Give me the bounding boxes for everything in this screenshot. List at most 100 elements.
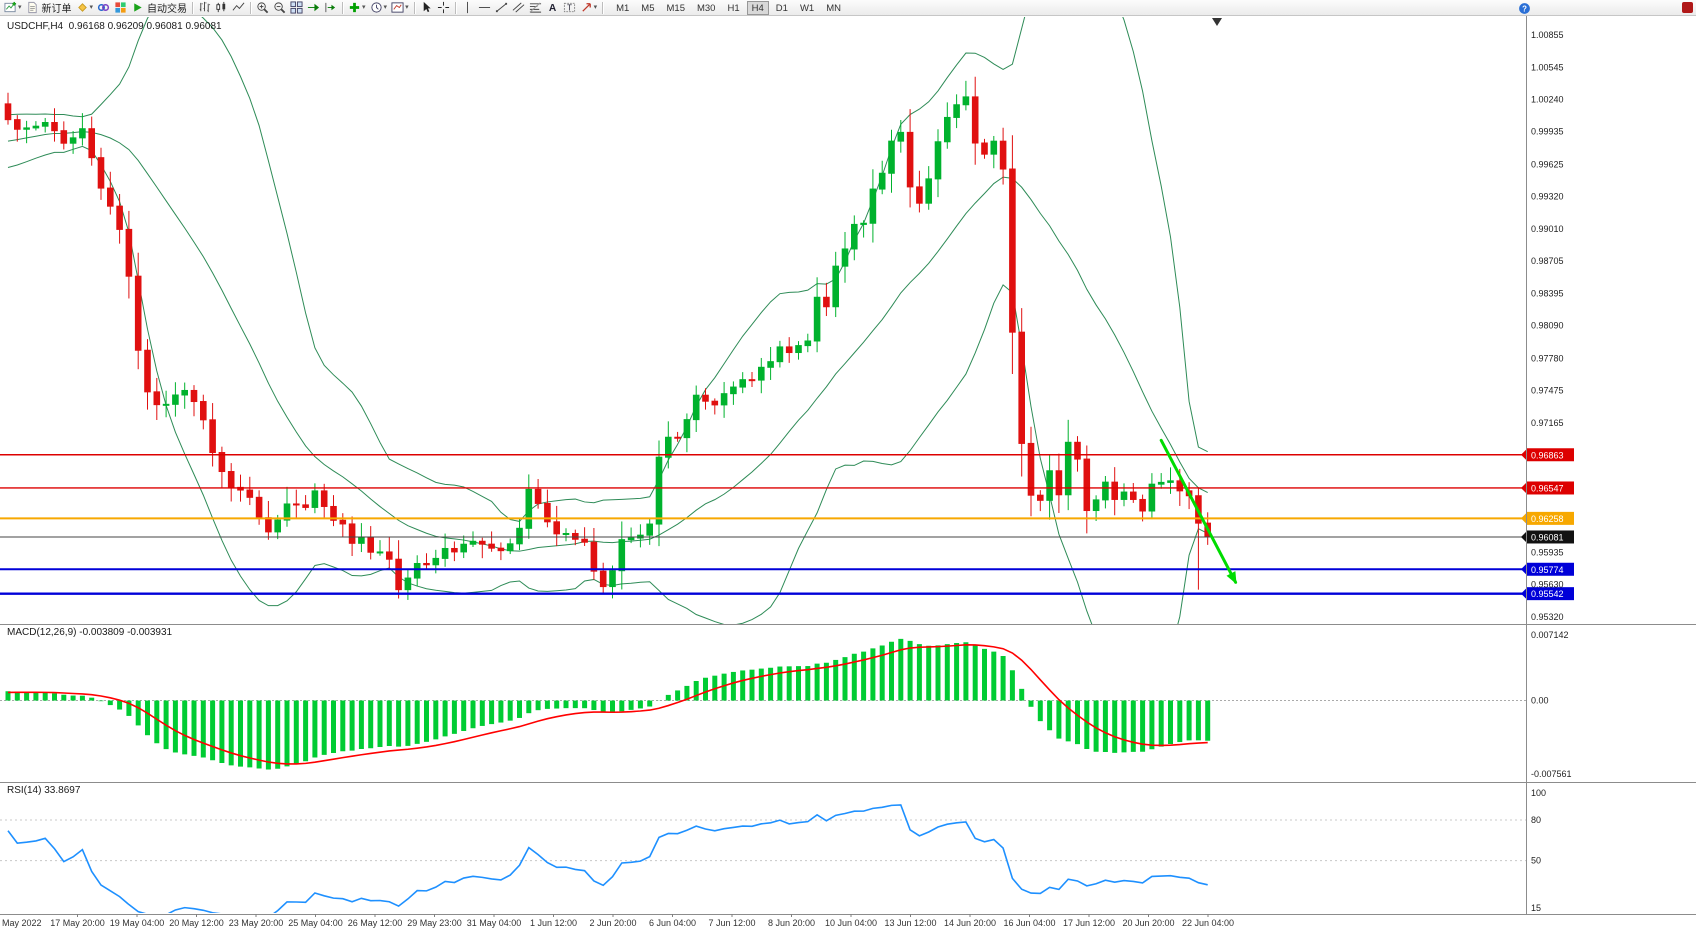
time-axis-label: 1 Jun 12:00	[530, 918, 577, 928]
bollinger-bands	[7, 17, 1208, 624]
autotrade-button[interactable]: 自动交易	[129, 0, 189, 15]
timeframe-m5-button[interactable]: M5	[641, 2, 655, 14]
price-axis-label: 1.00240	[1531, 95, 1564, 105]
new-order-icon	[27, 1, 37, 14]
timeframe-d1-button[interactable]: D1	[775, 2, 788, 14]
bar-chart-icon	[199, 1, 211, 13]
time-axis-label: 8 Jun 20:00	[768, 918, 815, 928]
rsi-plot	[0, 804, 1526, 913]
bar-chart-button[interactable]	[196, 0, 213, 15]
dropdown-arrow-icon: ▾	[18, 4, 22, 11]
candlestick-chart-icon	[216, 1, 226, 13]
indicators-button[interactable]: ▾	[346, 0, 368, 15]
dropdown-arrow-icon: ▾	[383, 4, 388, 11]
text-label-button[interactable]: T	[561, 0, 578, 15]
dropdown-arrow-icon: ▾	[362, 4, 366, 11]
fibonacci-icon	[529, 2, 541, 13]
price-axis-label: 0.99010	[1531, 224, 1564, 234]
timeframe-mn-button[interactable]: MN	[826, 2, 841, 14]
market-watch-button[interactable]	[95, 0, 112, 15]
rsi-scale-label: 100	[1531, 788, 1546, 798]
line-chart-icon	[232, 2, 245, 11]
autoscroll-button[interactable]	[305, 0, 322, 15]
time-axis-label: May 2022	[2, 918, 42, 928]
macd-scale-top: 0.007142	[1531, 630, 1569, 640]
chart-shift-button[interactable]	[322, 0, 339, 15]
dropdown-arrow-icon: ▾	[593, 4, 598, 11]
time-axis-label: 14 Jun 20:00	[944, 918, 996, 928]
help-icon: ?	[1519, 3, 1530, 14]
price-axis-label: 0.97780	[1531, 353, 1564, 363]
candlestick-chart-button[interactable]	[213, 0, 230, 15]
notification-badge[interactable]	[1682, 2, 1693, 13]
time-axis-label: 29 May 23:00	[407, 918, 462, 928]
profiles-icon	[77, 3, 87, 12]
timeframe-w1-button[interactable]: W1	[799, 2, 815, 14]
price-level-badge	[1527, 562, 1574, 576]
timeframe-m15-button[interactable]: M15	[666, 2, 685, 14]
new-order-button[interactable]: 新订单	[24, 0, 74, 15]
timeframe-m30-button[interactable]: M30	[696, 2, 716, 14]
time-axis-label: 10 Jun 04:00	[825, 918, 877, 928]
timeframe-h1-button[interactable]: H1	[727, 2, 740, 14]
time-axis-label: 7 Jun 12:00	[708, 918, 755, 928]
price-level-badge	[1527, 481, 1574, 495]
price-badge-text: 0.95774	[1531, 565, 1564, 575]
vertical-line-button[interactable]	[459, 0, 476, 15]
channel-icon	[512, 2, 524, 13]
text-button[interactable]: A	[544, 0, 561, 15]
text-label-icon: T	[563, 2, 575, 12]
zoom-out-button[interactable]	[271, 0, 288, 15]
line-chart-button[interactable]	[230, 0, 247, 15]
trend-arrow[interactable]	[1159, 438, 1238, 584]
price-level-badge	[1527, 587, 1574, 601]
arrows-button[interactable]: ▾	[578, 0, 600, 15]
crosshair-button[interactable]	[435, 0, 452, 15]
price-axis-label: 0.95935	[1531, 547, 1564, 557]
toolbar-separator	[602, 1, 604, 14]
price-badge-text: 0.96258	[1531, 514, 1564, 524]
zoom-in-button[interactable]	[254, 0, 271, 15]
price-badge-text: 0.95542	[1531, 589, 1564, 599]
price-axis-label: 0.98395	[1531, 289, 1564, 299]
chart-shift-marker[interactable]	[1212, 18, 1222, 26]
price-axis-label: 0.95320	[1531, 612, 1564, 622]
price-axis-label: 0.98705	[1531, 256, 1564, 266]
price-axis-label: 0.99320	[1531, 191, 1564, 201]
cursor-button[interactable]	[418, 0, 435, 15]
timeframe-h4-button[interactable]: H4	[746, 0, 769, 15]
clock-icon	[370, 2, 382, 13]
price-axis-label: 0.98090	[1531, 321, 1564, 331]
data-window-button[interactable]	[112, 0, 129, 15]
horizontal-line-button[interactable]	[476, 0, 493, 15]
rsi-scale-label: 15	[1531, 903, 1541, 913]
channel-button[interactable]	[510, 0, 527, 15]
price-level-badge	[1527, 448, 1574, 462]
templates-button[interactable]: ▾	[389, 0, 411, 15]
timeframe-m1-button[interactable]: M1	[616, 2, 630, 14]
time-axis-label: 26 May 12:00	[348, 918, 403, 928]
help-button[interactable]: ?	[1516, 1, 1533, 16]
price-badge-text: 0.96547	[1531, 483, 1564, 493]
toolbar-separator	[192, 1, 194, 14]
time-axis-label: 6 Jun 04:00	[649, 918, 696, 928]
tile-windows-button[interactable]	[288, 0, 305, 15]
toolbar-separator	[413, 1, 415, 14]
profiles-button[interactable]: ▾	[74, 0, 96, 15]
macd-scale-zero: 0.00	[1531, 696, 1549, 706]
tile-windows-icon	[290, 1, 303, 14]
rsi-scale-label: 50	[1531, 856, 1541, 866]
price-badge-pointer	[1521, 512, 1527, 525]
new-chart-button[interactable]: ▾	[2, 0, 24, 15]
indicators-add-icon	[349, 2, 360, 13]
trendline-button[interactable]	[493, 0, 510, 15]
macd-plot	[0, 638, 1526, 770]
price-axis-label: 0.97475	[1531, 385, 1564, 395]
price-axis-label: 0.95630	[1531, 579, 1564, 589]
templates-icon	[391, 2, 404, 13]
rsi-scale-label: 80	[1531, 815, 1541, 825]
fibonacci-button[interactable]	[527, 0, 544, 15]
periods-button[interactable]: ▾	[368, 0, 390, 15]
